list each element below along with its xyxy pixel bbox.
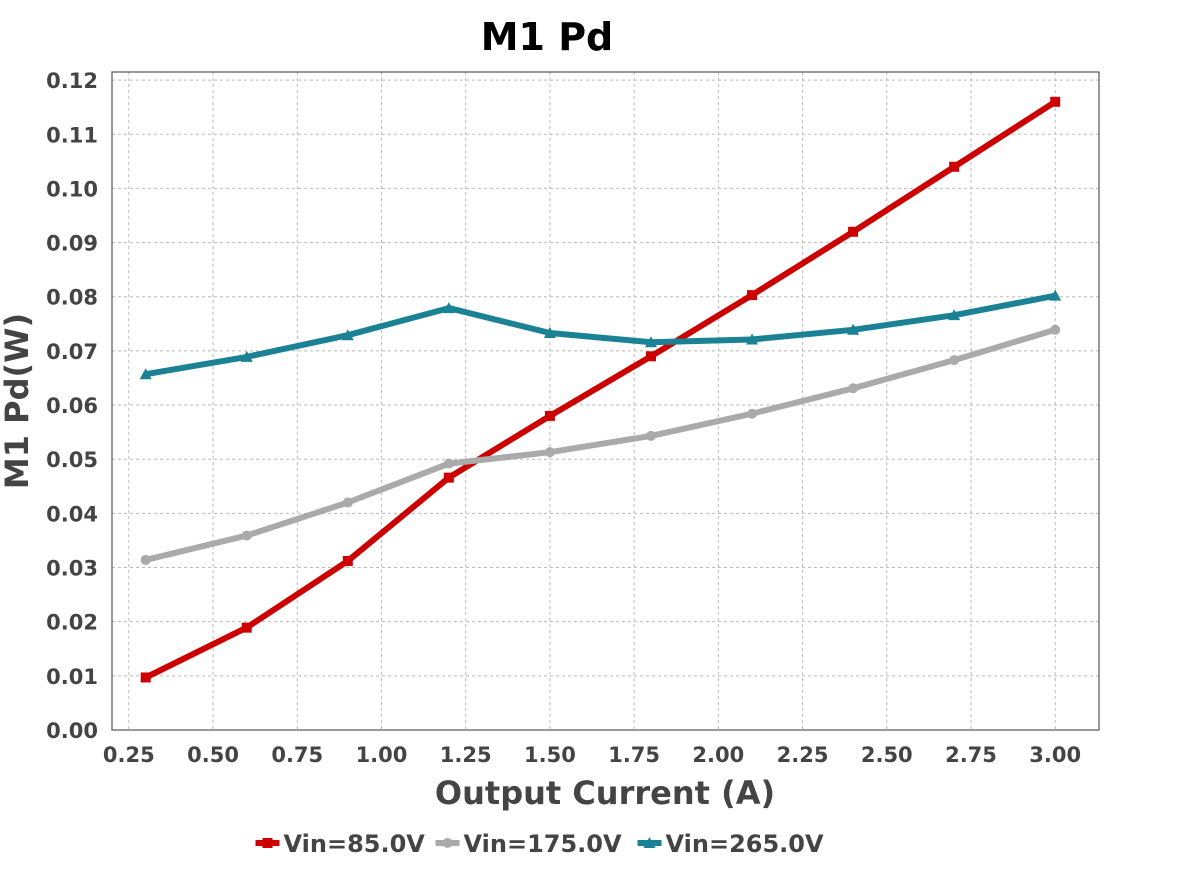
data-point-series-2 — [544, 447, 555, 458]
data-point-series-2 — [949, 355, 960, 366]
data-point-series-3 — [948, 309, 961, 321]
legend-marker — [262, 838, 273, 848]
data-point-series-1 — [342, 556, 353, 567]
x-tick-label: 0.75 — [271, 743, 323, 767]
data-point-series-1 — [140, 672, 151, 683]
data-point-series-1 — [645, 351, 656, 362]
y-tick-label: 0.06 — [46, 394, 98, 418]
data-point-series-2 — [645, 430, 656, 441]
data-point-series-3 — [543, 327, 556, 339]
x-tick-label: 3.00 — [1029, 743, 1081, 767]
y-tick-label: 0.00 — [46, 719, 98, 743]
grid — [112, 72, 1099, 730]
y-tick-label: 0.09 — [46, 232, 98, 256]
legend-item-1: Vin=85.0V — [255, 830, 426, 858]
x-tick-label: 0.25 — [103, 743, 155, 767]
data-point-series-1 — [241, 622, 252, 633]
series-line-1 — [142, 98, 1059, 681]
data-point-series-3 — [139, 368, 152, 380]
legend-label: Vin=175.0V — [464, 830, 622, 858]
data-point-series-2 — [342, 497, 353, 508]
data-point-series-1 — [848, 226, 859, 237]
data-point-series-1 — [949, 161, 960, 172]
y-tick-label: 0.07 — [46, 340, 98, 364]
x-tick-label: 1.75 — [608, 743, 660, 767]
tick-labels: 0.00 0.01 0.02 0.03 0.04 0.05 0.06 0.07 0.08 0.09… — [46, 69, 1081, 767]
legend-item-3: Vin=265.0V — [637, 830, 824, 858]
data-point-series-1 — [1050, 96, 1061, 107]
data-point-series-2 — [140, 554, 151, 565]
data-point-series-1 — [747, 290, 758, 301]
x-tick-label: 2.00 — [692, 743, 744, 767]
y-tick-label: 0.08 — [46, 286, 98, 310]
data-point-series-3 — [240, 350, 253, 362]
data-point-series-2 — [443, 458, 454, 469]
x-axis-label: Output Current (A) — [435, 774, 775, 812]
data-point-series-2 — [241, 530, 252, 541]
y-tick-label: 0.12 — [46, 69, 98, 93]
y-tick-label: 0.04 — [46, 502, 98, 526]
legend-item-2: Vin=175.0V — [435, 830, 622, 858]
data-point-series-2 — [1050, 324, 1061, 335]
x-tick-label: 0.50 — [187, 743, 239, 767]
legend-marker — [442, 838, 453, 848]
legend: Vin=85.0V Vin=175.0V Vin=265.0V — [255, 830, 824, 858]
y-tick-label: 0.05 — [46, 448, 98, 472]
y-axis-label: M1 Pd(W) — [0, 313, 36, 489]
data-point-series-3 — [442, 302, 455, 314]
y-tick-label: 0.01 — [46, 665, 98, 689]
data-point-series-2 — [747, 408, 758, 419]
series-lines — [139, 96, 1062, 683]
data-point-series-2 — [848, 383, 859, 394]
y-tick-label: 0.10 — [46, 177, 98, 201]
data-point-series-3 — [746, 333, 759, 345]
legend-label: Vin=265.0V — [666, 830, 824, 858]
data-point-series-3 — [644, 336, 657, 348]
data-point-series-1 — [443, 472, 454, 483]
y-tick-label: 0.03 — [46, 557, 98, 581]
data-point-series-3 — [341, 329, 354, 341]
chart-title: M1 Pd — [481, 15, 614, 59]
legend-label: Vin=85.0V — [284, 830, 426, 858]
data-point-series-3 — [847, 323, 860, 335]
data-point-series-1 — [544, 410, 555, 421]
x-tick-label: 2.50 — [861, 743, 913, 767]
plot-area — [111, 71, 1100, 731]
x-tick-label: 2.25 — [777, 743, 829, 767]
y-tick-label: 0.02 — [46, 611, 98, 635]
series-line-3 — [142, 292, 1059, 378]
series-line-2 — [142, 326, 1059, 563]
y-tick-label: 0.11 — [46, 123, 98, 147]
x-tick-label: 2.75 — [945, 743, 997, 767]
legend-marker — [643, 837, 656, 848]
x-tick-label: 1.25 — [440, 743, 492, 767]
data-point-series-3 — [1049, 289, 1062, 301]
x-tick-label: 1.00 — [356, 743, 408, 767]
x-tick-label: 1.50 — [524, 743, 576, 767]
